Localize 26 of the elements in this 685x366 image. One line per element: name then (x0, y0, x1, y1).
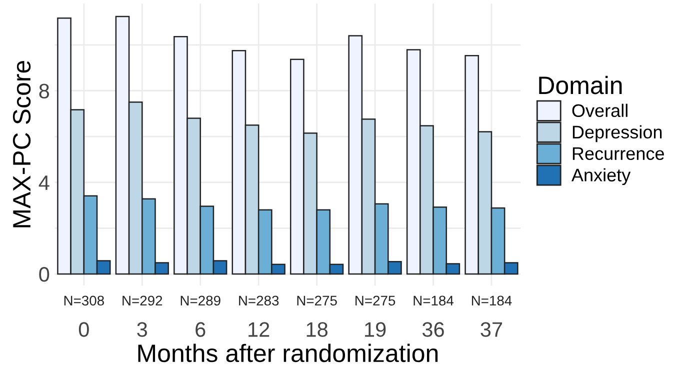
x-tick-label: 36 (422, 322, 444, 337)
x-tick-label: 0 (78, 322, 89, 337)
legend-label: Anxiety (571, 168, 631, 186)
text: N=308 (64, 296, 104, 306)
text: N=292 (122, 296, 162, 306)
legend-title: Domain (539, 76, 622, 94)
x-tick-label: 6 (196, 322, 206, 337)
text: N=184 (472, 296, 512, 306)
y-tick-label: 8 (39, 84, 50, 98)
text: N=289 (180, 296, 220, 306)
text: N=275 (356, 296, 396, 306)
x-tick-label: 12 (248, 322, 270, 337)
x-tick-label: 3 (137, 322, 148, 337)
x-tick-label: 37 (480, 322, 502, 337)
legend-label: Depression (572, 125, 662, 142)
y-axis-title: MAX-PC Score (12, 60, 31, 228)
text: N=184 (414, 296, 454, 306)
text: N=275 (297, 296, 337, 306)
x-tick-label: 18 (306, 322, 328, 337)
text: N=283 (239, 296, 279, 306)
y-tick-label: 0 (39, 267, 50, 282)
x-tick-label: 19 (365, 322, 386, 337)
x-axis-title: Months after randomization (138, 344, 438, 362)
y-tick-label: 4 (38, 176, 50, 190)
legend-label: Recurrence (572, 147, 664, 160)
legend-label: Overall (572, 104, 628, 118)
